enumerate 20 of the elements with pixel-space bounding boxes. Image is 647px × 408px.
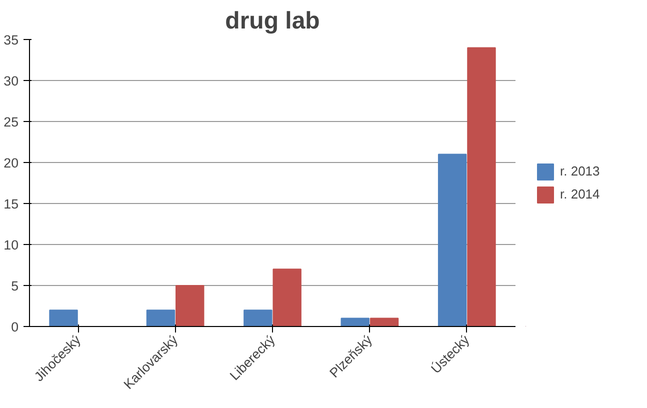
- y-tick-label: 0: [11, 320, 19, 334]
- bar: [49, 310, 78, 326]
- y-tick-label: 20: [4, 156, 19, 170]
- bar: [340, 318, 370, 326]
- y-tick-label: 15: [4, 196, 19, 212]
- bar: [244, 310, 272, 326]
- legend-label: r. 2014: [560, 186, 600, 202]
- y-tick-label: 25: [4, 114, 19, 130]
- bar: [272, 268, 302, 326]
- y-tick-label: 30: [4, 74, 19, 88]
- y-tick-label: 5: [11, 278, 19, 294]
- legend-label: r. 2013: [560, 164, 600, 178]
- chart-title: drug lab: [225, 8, 320, 34]
- bar: [370, 318, 399, 326]
- bar: [438, 154, 467, 326]
- bar: [467, 47, 496, 326]
- bar: [176, 285, 204, 326]
- y-tick-label: 10: [4, 238, 19, 252]
- bar: [146, 310, 176, 326]
- y-tick-label: 35: [4, 32, 19, 48]
